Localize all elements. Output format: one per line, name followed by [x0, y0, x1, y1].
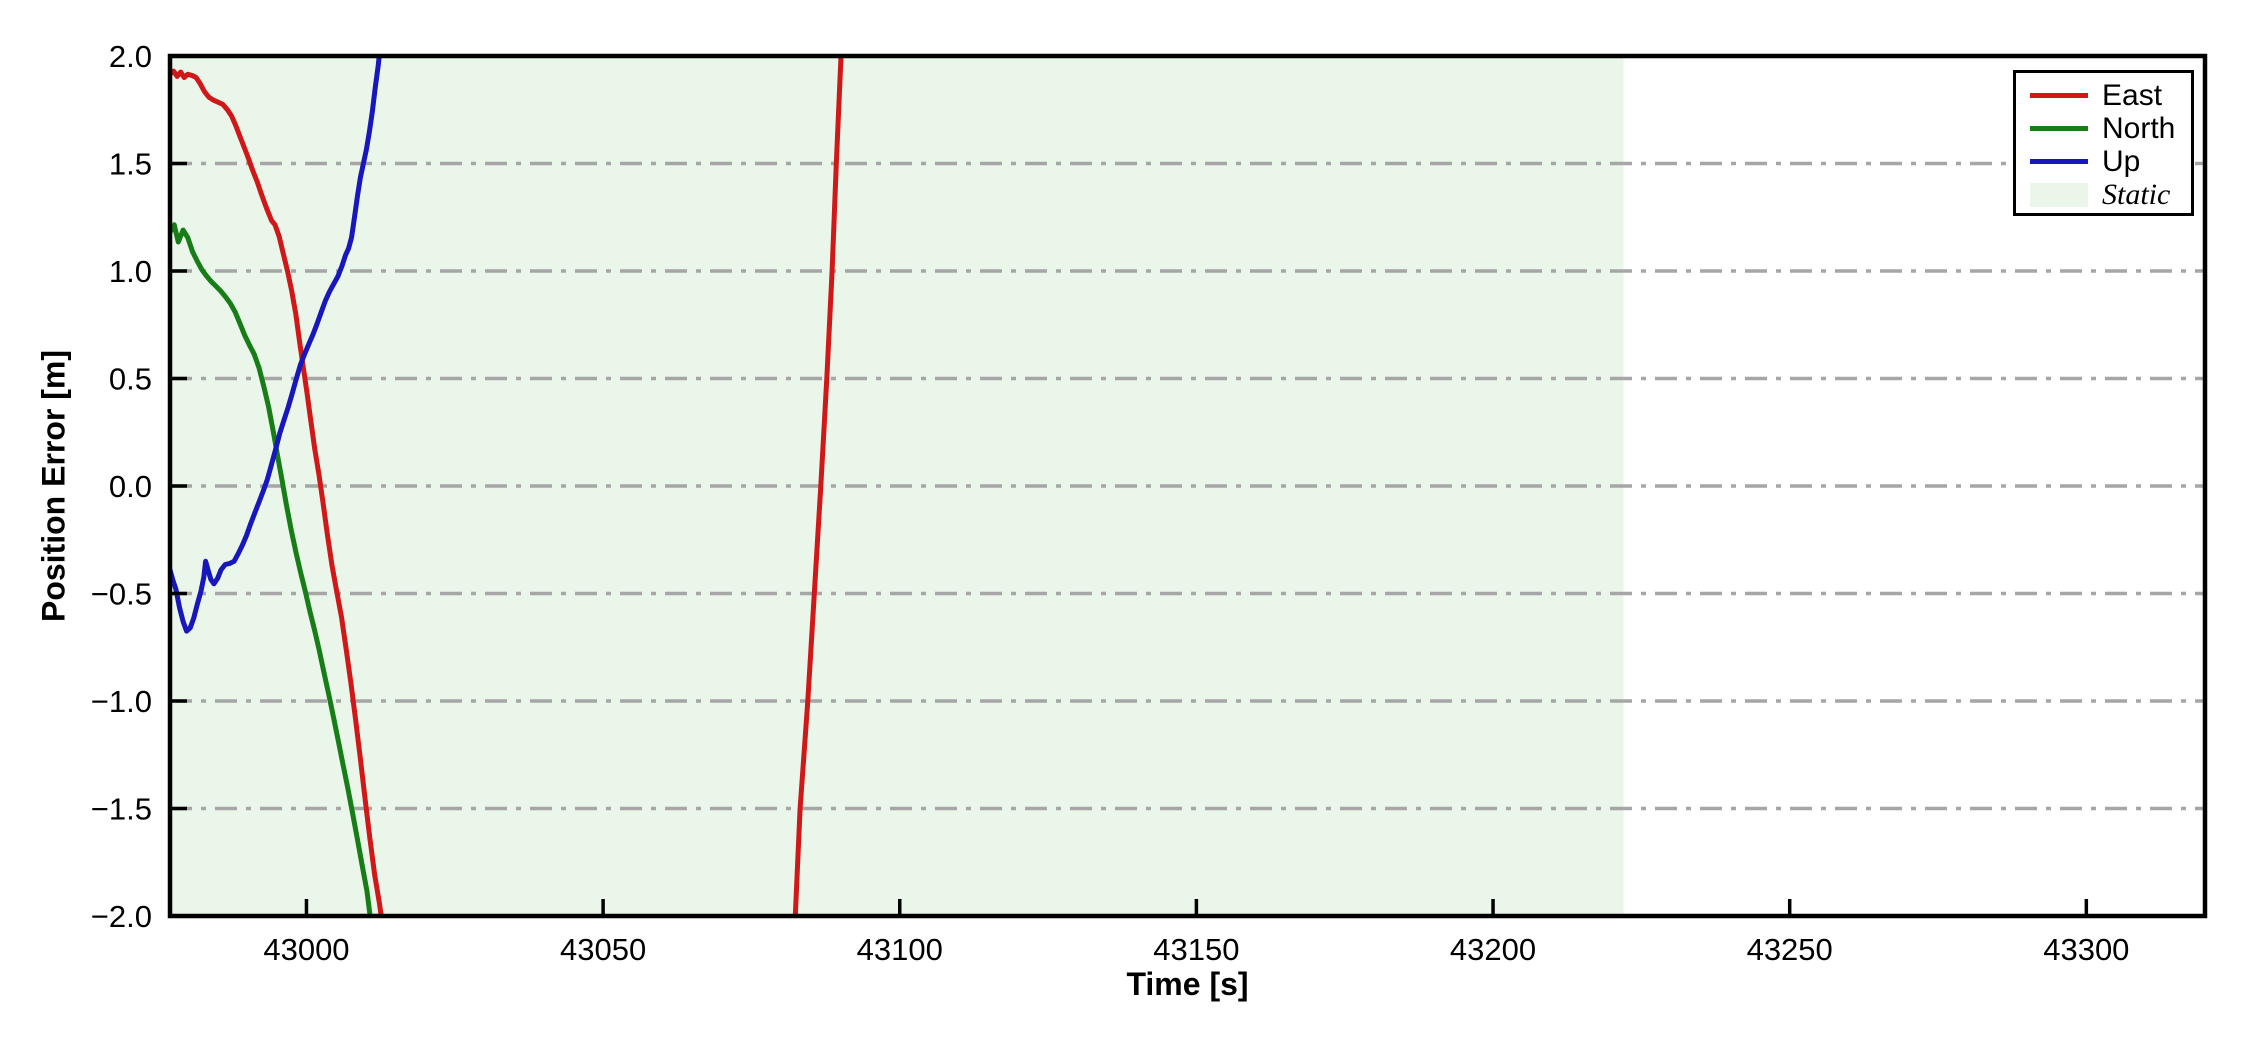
y-tick-label-0.5: 0.5: [109, 362, 152, 397]
x-tick-label-43300: 43300: [2043, 932, 2129, 967]
series-up-line-0: [170, 56, 382, 634]
series-group: [170, 56, 844, 916]
y-tick-label-1: 1.0: [109, 254, 152, 289]
legend-east-line-swatch: [2030, 93, 2088, 98]
y-tick-label--1: −1.0: [91, 684, 152, 719]
x-tick-label-43150: 43150: [1153, 932, 1239, 967]
legend-item-up: Up: [2030, 145, 2191, 178]
legend-item-static: Static: [2030, 178, 2191, 211]
legend-item-north: North: [2030, 112, 2191, 145]
series-east-line-0: [170, 68, 384, 916]
legend-north-label: North: [2102, 111, 2176, 145]
x-tick-label-43200: 43200: [1450, 932, 1536, 967]
legend-static-patch-swatch: [2030, 182, 2088, 207]
legend-east-label: East: [2102, 78, 2163, 112]
y-tick-label--0.5: −0.5: [91, 577, 152, 612]
y-tick-label-2: 2.0: [109, 39, 152, 74]
x-axis-title: Time [s]: [1126, 966, 1249, 1002]
y-tick-label-1.5: 1.5: [109, 147, 152, 182]
x-tick-label-43100: 43100: [857, 932, 943, 967]
legend: East North Up Static: [2013, 70, 2194, 216]
y-tick-label--2: −2.0: [91, 899, 152, 934]
y-tick-label--1.5: −1.5: [91, 792, 152, 827]
legend-static-label: Static: [2102, 177, 2171, 211]
legend-item-east: East: [2030, 79, 2191, 112]
x-tick-label-43250: 43250: [1747, 932, 1833, 967]
legend-up-label: Up: [2102, 144, 2141, 178]
x-tick-label-43000: 43000: [263, 932, 349, 967]
y-axis-title: Position Error [m]: [35, 349, 72, 623]
legend-north-line-swatch: [2030, 126, 2088, 131]
x-tick-label-43050: 43050: [560, 932, 646, 967]
y-tick-label-0: 0.0: [109, 469, 152, 504]
series-east-line-1: [792, 56, 844, 916]
series-north-line-0: [170, 222, 373, 916]
legend-up-line-swatch: [2030, 159, 2088, 164]
